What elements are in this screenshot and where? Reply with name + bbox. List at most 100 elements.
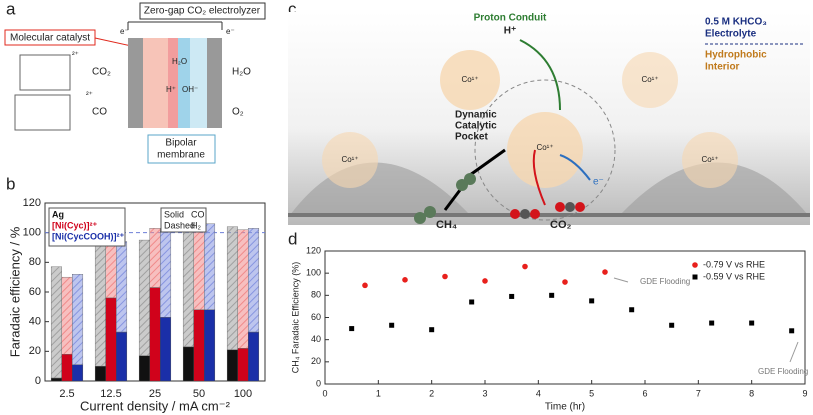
pocket: [474, 79, 616, 221]
annotation: GDE Flooding: [758, 367, 808, 376]
charge: ²⁺: [72, 50, 79, 59]
y-tick-label: 80: [311, 290, 321, 300]
bar-co: [248, 331, 260, 382]
panel-a: Zero-gap CO₂ electrolyzer e⁻ e⁻ Molecula…: [4, 2, 266, 164]
legend-component: H₂: [191, 220, 201, 230]
point: [589, 298, 595, 304]
product: CH₄: [436, 219, 457, 231]
bar-h2: [50, 266, 62, 379]
panel-label: b: [6, 174, 15, 193]
x-tick-label: 6: [642, 388, 647, 398]
complex: [622, 52, 678, 108]
membrane-layer: [178, 38, 190, 128]
electron: e⁻: [120, 27, 129, 36]
pocket-label: Pocket: [455, 132, 488, 143]
y-tick-label: 60: [311, 312, 321, 322]
x-tick-label: 100: [234, 388, 252, 400]
proton: H⁺: [504, 26, 517, 37]
legend-marker: [692, 274, 698, 280]
point: [402, 277, 408, 283]
x-tick-label: 1: [376, 388, 381, 398]
x-tick-label: 3: [482, 388, 487, 398]
electrolyte: 0.5 M KHCO₃: [705, 17, 767, 28]
x-tick-label: 2: [429, 388, 434, 398]
x-tick-label: 25: [149, 388, 161, 400]
bar-h2: [116, 241, 128, 333]
panel-label: a: [6, 0, 16, 18]
y-tick-label: 60: [29, 286, 41, 298]
reactant: CO₂: [550, 219, 572, 231]
panel-c: Co¹⁺ Co¹⁺ Co¹⁺ Co¹⁺ Co¹⁺ Proton Conduit …: [288, 12, 810, 231]
reactant: CO₂: [92, 67, 111, 78]
bar-h2: [204, 223, 216, 310]
legend-box: [48, 207, 126, 247]
bar-h2: [160, 230, 172, 318]
complex: [682, 132, 738, 188]
cathode: [143, 38, 168, 128]
bar-h2: [105, 241, 117, 299]
co2-molecules: [510, 202, 585, 219]
arrow: [519, 39, 561, 111]
legend-box: [160, 207, 207, 233]
title: Zero-gap CO₂ electrolyzer: [144, 6, 261, 17]
metal-label: Co¹⁺: [701, 155, 718, 164]
bar-co: [94, 365, 106, 382]
plate: [207, 38, 222, 128]
point: [349, 326, 355, 332]
charge: ²⁺: [86, 90, 93, 99]
bar-h2: [149, 228, 161, 288]
bar-co: [204, 309, 216, 382]
arrow: [443, 189, 462, 211]
point: [362, 282, 368, 289]
y-tick-label: 80: [29, 256, 41, 268]
y-tick-label: 20: [311, 356, 321, 366]
product: O₂: [232, 107, 244, 118]
arrow: [532, 149, 546, 206]
product: CO: [92, 107, 107, 118]
bar-co: [226, 349, 238, 382]
metal-label: Co¹⁺: [461, 75, 478, 84]
x-axis-label: Current density / mA cm⁻²: [80, 398, 231, 413]
y-tick-label: 40: [311, 334, 321, 344]
bar-h2: [138, 239, 150, 356]
x-tick-label: 2.5: [59, 388, 74, 400]
bar-h2: [94, 239, 106, 367]
point: [389, 322, 395, 328]
bar-co: [72, 364, 84, 382]
arrow: [559, 154, 591, 181]
bar-h2: [226, 226, 238, 351]
catalyst-box: [4, 29, 96, 46]
membrane-layer: [168, 38, 178, 128]
pocket-label: Catalytic: [455, 121, 497, 132]
point: [522, 263, 528, 270]
species: H⁺: [166, 85, 176, 94]
species: OH⁻: [182, 85, 198, 94]
point: [629, 307, 635, 313]
reactant: H₂O: [232, 67, 251, 78]
bar-h2: [61, 276, 73, 355]
proton-conduit: Proton Conduit: [474, 13, 547, 24]
point: [669, 322, 675, 328]
point: [429, 327, 435, 333]
complex: [440, 50, 500, 110]
point: [709, 320, 715, 326]
y-tick-label: 100: [23, 227, 41, 239]
legend-entry: -0.79 V vs RHE: [703, 259, 765, 269]
membrane-label: Bipolar: [165, 138, 197, 149]
molecule: [19, 54, 71, 91]
y-tick-label: 120: [306, 245, 321, 255]
annotation-arrow: [789, 341, 799, 363]
bar-co: [138, 355, 150, 382]
electrolyzer: [128, 38, 222, 128]
legend-entry: -0.59 V vs RHE: [703, 271, 765, 281]
bar-co: [182, 346, 194, 382]
bar-h2: [237, 229, 249, 349]
y-tick-label: 100: [306, 268, 321, 278]
legend-marker: [692, 262, 698, 268]
arrow: [469, 148, 506, 177]
x-tick-label: 12.5: [100, 388, 121, 400]
point: [549, 292, 555, 298]
x-tick-label: 8: [749, 388, 754, 398]
methane-molecules: [414, 173, 476, 224]
